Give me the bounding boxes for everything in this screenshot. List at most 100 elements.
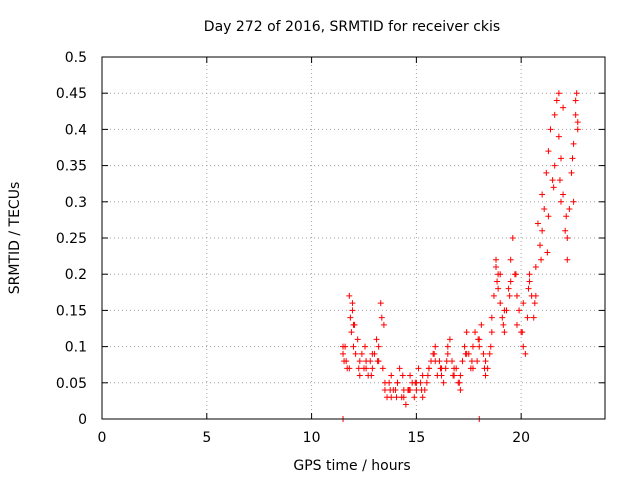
data-point [497,271,504,278]
data-point [380,321,387,328]
data-point [375,343,382,350]
data-point [545,148,552,155]
x-tick-label: 20 [512,430,530,446]
data-point [564,235,571,241]
data-point [512,271,519,278]
data-point [399,372,406,379]
data-point [497,300,504,307]
data-point [374,358,381,365]
data-point [437,365,444,372]
chart-title: Day 272 of 2016, SRMTID for receiver cki… [204,19,500,35]
data-point [525,285,532,292]
data-point [373,336,380,343]
data-point [568,169,575,176]
data-point [412,379,419,386]
data-point [459,358,466,365]
data-point [355,365,362,372]
data-point [340,343,347,350]
data-point [394,379,401,386]
data-point [556,177,563,184]
data-point [539,191,546,198]
y-tick-label: 0.35 [56,159,87,175]
data-point [346,365,353,372]
data-point [493,256,500,263]
data-point [463,329,470,336]
y-tick-label: 0 [78,412,87,428]
data-point [432,358,439,365]
data-point [478,321,485,328]
data-point [406,387,413,394]
data-point [400,394,407,401]
y-tick-label: 0.25 [56,231,87,247]
data-point [450,372,457,379]
data-point [499,314,506,321]
data-point [369,350,376,357]
data-point [566,206,573,213]
data-point [570,140,577,147]
data-point [418,387,425,394]
data-point [438,372,445,379]
data-point [354,336,361,343]
data-point [449,358,456,365]
data-point [562,227,569,234]
data-point [381,387,388,394]
y-tick-label: 0.4 [65,122,87,138]
data-point [413,387,420,394]
data-point [507,256,514,263]
data-point [487,343,494,350]
y-tick-label: 0.15 [56,303,87,319]
data-point [367,358,374,365]
data-point [392,387,399,394]
data-point [378,314,385,321]
y-tick-label: 0.05 [56,376,87,392]
x-axis-label: GPS time / hours [293,458,410,474]
data-point [396,365,403,372]
data-point [574,126,581,133]
data-point [388,372,395,379]
data-point [532,292,539,299]
data-point [550,184,557,191]
data-point [476,343,483,350]
data-point [475,336,482,343]
data-point [461,343,468,350]
data-point [486,350,493,357]
data-point [457,387,464,394]
data-point [358,350,365,357]
data-point [551,111,558,118]
data-point [488,314,495,321]
data-point [387,387,394,394]
y-tick-label: 0.2 [65,267,87,283]
data-point [553,97,560,104]
data-point [506,292,513,299]
data-point [381,379,388,386]
data-point [507,278,514,285]
data-point [444,350,451,357]
data-point [509,235,516,241]
data-point [495,285,502,292]
data-point [411,394,418,401]
data-points [340,90,581,422]
data-point [456,379,463,386]
data-point [446,336,453,343]
data-point [480,350,487,357]
data-point [557,198,564,205]
data-point [513,292,520,299]
data-point [363,365,370,372]
data-point [500,321,507,328]
data-point [443,358,450,365]
data-point [519,329,526,336]
data-point [362,343,369,350]
data-point [490,292,497,299]
y-tick-label: 0.1 [65,340,87,356]
data-point [388,394,395,401]
gridlines [102,57,605,419]
data-point [572,97,579,104]
data-point [350,321,357,328]
data-point [407,372,414,379]
data-point [423,379,430,386]
axis-ticks [101,56,605,420]
data-point [419,372,426,379]
data-point [501,307,508,314]
data-point [415,365,422,372]
